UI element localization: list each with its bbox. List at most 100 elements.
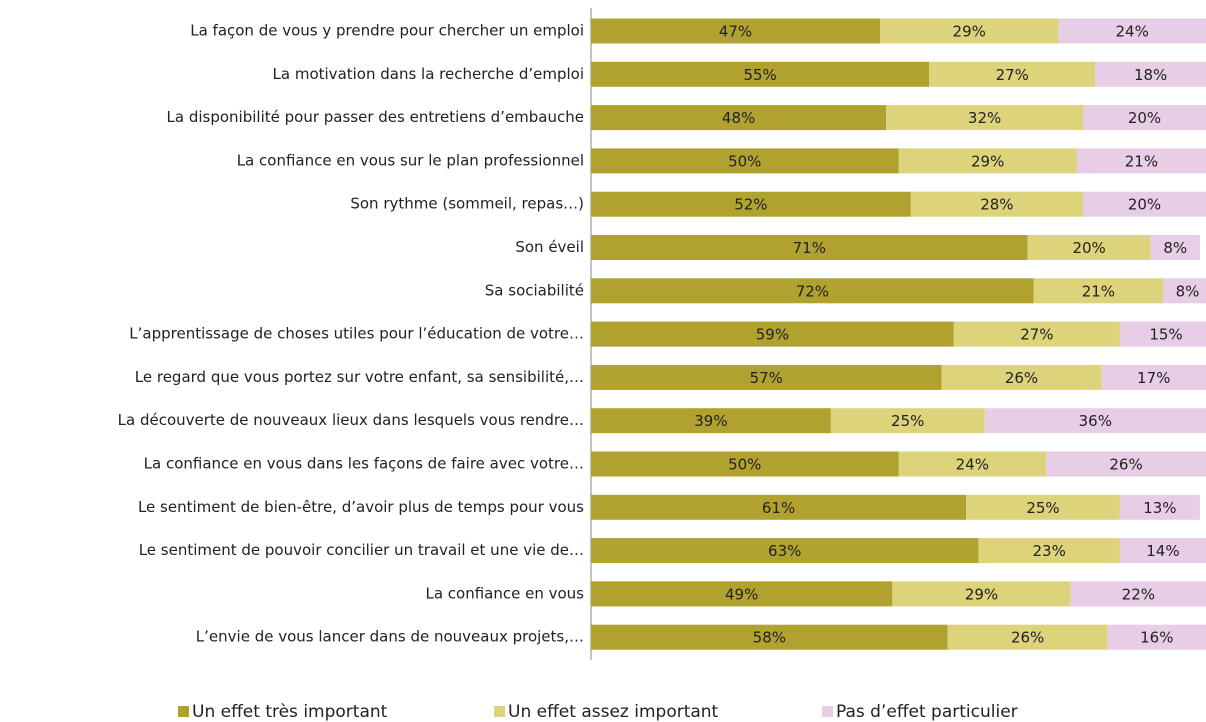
bar-segment — [1101, 364, 1206, 390]
value-label: 29% — [965, 585, 998, 603]
value-label: 29% — [971, 152, 1004, 170]
value-label: 20% — [1072, 239, 1105, 257]
bar-segment — [898, 148, 1077, 174]
bar-segment — [1119, 538, 1206, 564]
value-label: 25% — [1026, 499, 1059, 517]
value-label: 15% — [1149, 326, 1182, 344]
bar-segment — [830, 408, 985, 434]
value-label: 14% — [1146, 542, 1179, 560]
value-label: 20% — [1128, 196, 1161, 214]
category-label: La disponibilité pour passer des entreti… — [167, 108, 584, 126]
bar-segment — [953, 321, 1120, 347]
bar-segment — [1070, 581, 1206, 607]
value-label: 58% — [753, 629, 786, 647]
bar-segment — [1083, 105, 1206, 131]
bar-segment — [591, 451, 899, 477]
bar-segment — [591, 408, 831, 434]
value-label: 55% — [743, 66, 776, 84]
bar-segment — [1046, 451, 1206, 477]
bar-segment — [1162, 278, 1206, 304]
bar-segment — [591, 538, 979, 564]
value-label: 22% — [1122, 585, 1155, 603]
bar-segment — [591, 105, 887, 131]
legend-label: Pas d’effet particulier — [836, 702, 1018, 722]
value-label: 63% — [768, 542, 801, 560]
bar-segment — [591, 18, 881, 44]
value-label: 39% — [694, 412, 727, 430]
bar-segment — [591, 624, 948, 650]
category-label: Sa sociabilité — [485, 281, 584, 299]
value-label: 36% — [1079, 412, 1112, 430]
legend-swatch — [494, 706, 505, 717]
legend-swatch — [178, 706, 189, 717]
category-label: L’apprentissage de choses utiles pour l’… — [129, 325, 584, 343]
bar-segment — [1119, 321, 1206, 347]
bar-segment — [591, 61, 930, 87]
bar-segment — [1076, 148, 1206, 174]
value-label: 24% — [1116, 23, 1149, 41]
category-label: La motivation dans la recherche d’emploi — [273, 65, 584, 83]
category-label: La confiance en vous dans les façons de … — [144, 455, 584, 473]
value-label: 13% — [1143, 499, 1176, 517]
bar-segment — [1107, 624, 1206, 650]
bar-segment — [1119, 494, 1200, 520]
bar-segment — [1095, 61, 1206, 87]
bar-segment — [910, 191, 1083, 217]
category-label: La confiance en vous — [425, 584, 584, 602]
value-label: 24% — [956, 456, 989, 474]
bar-segment — [591, 191, 911, 217]
category-label: L’envie de vous lancer dans de nouveaux … — [196, 628, 584, 646]
bar-segment — [929, 61, 1096, 87]
value-label: 52% — [734, 196, 767, 214]
value-label: 27% — [996, 66, 1029, 84]
legend-swatch — [822, 706, 833, 717]
bar-segment — [591, 364, 942, 390]
bar-segment — [591, 148, 899, 174]
category-label: Son éveil — [515, 238, 584, 256]
bar-segment — [892, 581, 1071, 607]
bar-segment — [591, 278, 1034, 304]
value-label: 47% — [719, 23, 752, 41]
bar-segment — [941, 364, 1102, 390]
value-label: 61% — [762, 499, 795, 517]
bar-segment — [984, 408, 1206, 434]
value-label: 8% — [1176, 282, 1200, 300]
legend-label: Un effet assez important — [508, 702, 719, 722]
category-label: Son rythme (sommeil, repas…) — [350, 195, 584, 213]
category-label: Le sentiment de pouvoir concilier un tra… — [139, 541, 584, 559]
bar-segment — [880, 18, 1059, 44]
value-label: 8% — [1163, 239, 1187, 257]
value-label: 32% — [968, 109, 1001, 127]
value-label: 50% — [728, 456, 761, 474]
value-label: 18% — [1134, 66, 1167, 84]
bar-segment — [886, 105, 1083, 131]
value-label: 27% — [1020, 326, 1053, 344]
bar-segment — [898, 451, 1047, 477]
value-label: 71% — [793, 239, 826, 257]
bar-segment — [591, 235, 1028, 260]
value-label: 57% — [750, 369, 783, 387]
bar-segment — [1058, 18, 1206, 44]
bar-segment — [591, 321, 954, 347]
value-label: 23% — [1033, 542, 1066, 560]
value-label: 59% — [756, 326, 789, 344]
legend-label: Un effet très important — [192, 702, 388, 722]
value-label: 20% — [1128, 109, 1161, 127]
value-label: 50% — [728, 152, 761, 170]
value-label: 16% — [1140, 629, 1173, 647]
bar-segment — [978, 538, 1120, 564]
bar-segment — [1083, 191, 1206, 217]
value-label: 21% — [1125, 152, 1158, 170]
bar-segment — [1033, 278, 1163, 304]
bar-segment — [947, 624, 1108, 650]
bar-segment — [1150, 235, 1200, 260]
value-label: 17% — [1137, 369, 1170, 387]
category-label: La confiance en vous sur le plan profess… — [237, 151, 584, 169]
value-label: 26% — [1109, 456, 1142, 474]
value-label: 21% — [1082, 282, 1115, 300]
bar-segment — [591, 581, 893, 607]
value-label: 25% — [891, 412, 924, 430]
value-label: 28% — [980, 196, 1013, 214]
value-label: 49% — [725, 585, 758, 603]
